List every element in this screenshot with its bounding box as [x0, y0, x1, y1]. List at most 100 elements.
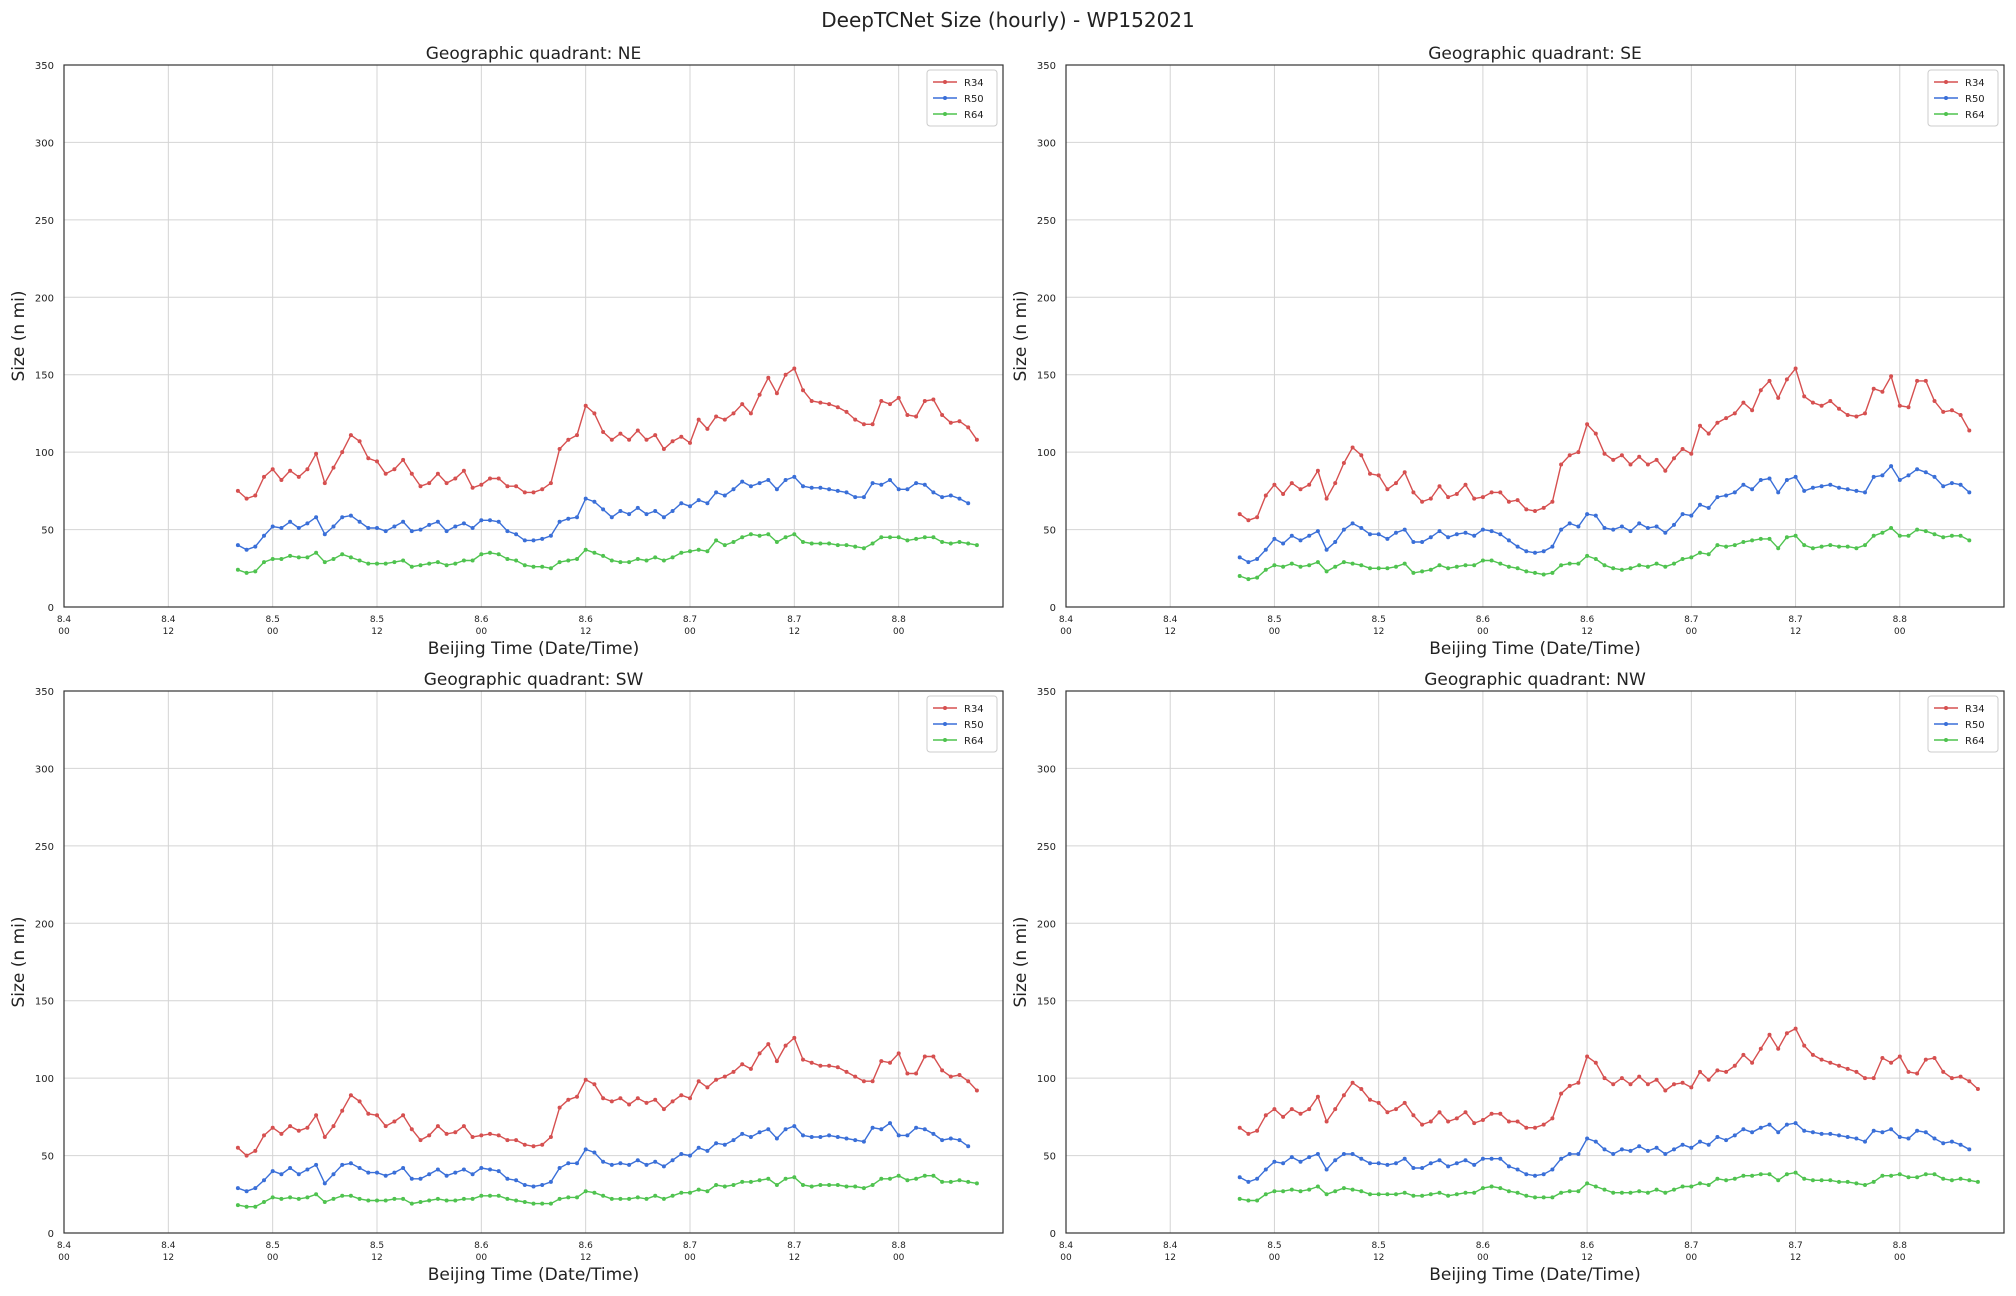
x-tick-label-date: 8.5 — [1372, 615, 1386, 625]
data-point — [905, 538, 910, 543]
data-point — [1932, 532, 1937, 537]
data-point — [748, 484, 753, 489]
data-point — [1350, 445, 1355, 450]
data-point — [383, 529, 388, 534]
data-point — [488, 1167, 492, 1172]
x-tick-label-date: 8.5 — [370, 1241, 384, 1251]
data-point — [575, 1161, 579, 1166]
data-point — [1689, 513, 1694, 518]
data-point — [914, 1071, 919, 1076]
data-point — [496, 519, 501, 524]
data-point — [627, 1102, 632, 1107]
data-point — [844, 1136, 849, 1141]
data-point — [305, 467, 310, 472]
y-tick-label: 250 — [1037, 216, 1056, 227]
data-point — [566, 1161, 571, 1166]
data-point — [1923, 1057, 1928, 1062]
data-point — [635, 505, 640, 510]
data-point — [592, 1190, 597, 1195]
data-point — [1411, 1113, 1416, 1118]
data-point — [1698, 550, 1702, 555]
data-point — [592, 499, 597, 504]
data-point — [879, 1127, 884, 1132]
data-point — [1420, 499, 1425, 504]
series-r50 — [1237, 1121, 1972, 1184]
data-point — [879, 1176, 884, 1181]
data-point — [357, 1099, 362, 1104]
data-point — [653, 1159, 658, 1164]
data-point — [1472, 496, 1477, 501]
data-point — [1463, 1158, 1468, 1163]
data-point — [1758, 1172, 1763, 1177]
data-point — [1246, 1198, 1251, 1203]
data-point — [1289, 1155, 1294, 1160]
data-point — [601, 1159, 606, 1164]
x-tick-label-hour: 00 — [267, 1253, 279, 1263]
data-point — [1368, 1097, 1372, 1102]
plot-frame — [63, 690, 1004, 1234]
data-point — [496, 476, 501, 481]
data-point — [340, 515, 345, 520]
data-point — [1784, 1031, 1789, 1036]
data-point — [705, 549, 710, 554]
data-point — [1672, 456, 1676, 461]
legend-marker — [943, 706, 947, 710]
data-point — [1845, 487, 1850, 492]
data-point — [392, 524, 397, 529]
data-point — [1802, 1176, 1807, 1181]
data-point — [601, 1096, 606, 1101]
data-point — [253, 1204, 258, 1209]
data-point — [1533, 509, 1537, 513]
data-point — [444, 529, 449, 534]
data-point — [1941, 1141, 1946, 1146]
data-point — [1237, 555, 1242, 560]
data-point — [1350, 1080, 1355, 1085]
data-point — [461, 521, 466, 526]
data-point — [514, 1178, 519, 1183]
data-point — [627, 512, 632, 517]
data-point — [340, 1193, 345, 1198]
data-point — [514, 1138, 519, 1143]
y-tick-label: 0 — [48, 603, 54, 614]
series-r50 — [235, 1121, 971, 1194]
data-point — [401, 558, 406, 563]
data-point — [444, 1198, 449, 1203]
data-point — [427, 481, 432, 486]
data-point — [1237, 574, 1242, 578]
data-point — [1289, 533, 1294, 538]
y-tick-label: 200 — [1037, 293, 1056, 304]
data-point — [940, 413, 945, 417]
data-point — [1315, 1184, 1320, 1189]
data-point — [1889, 1060, 1894, 1065]
data-point — [592, 1082, 597, 1087]
data-point — [1932, 474, 1937, 479]
data-point — [1854, 1136, 1859, 1141]
data-point — [1758, 1046, 1763, 1051]
data-point — [1724, 493, 1729, 498]
data-point — [1611, 527, 1616, 532]
data-point — [766, 375, 771, 380]
data-point — [1967, 1079, 1972, 1084]
data-point — [1315, 560, 1320, 565]
data-point — [1854, 1181, 1859, 1186]
data-point — [1706, 552, 1711, 557]
data-point — [827, 487, 832, 492]
data-point — [1784, 535, 1789, 540]
data-point — [1428, 1119, 1433, 1124]
data-point — [1663, 530, 1668, 535]
data-point — [688, 1153, 692, 1158]
data-point — [966, 1144, 971, 1149]
data-point — [1506, 1119, 1511, 1124]
data-point — [731, 540, 736, 544]
data-point — [1333, 1158, 1338, 1163]
data-point — [1541, 549, 1546, 554]
data-point — [1550, 1167, 1555, 1172]
data-point — [1698, 1139, 1702, 1144]
data-point — [366, 526, 371, 530]
data-point — [1263, 1167, 1268, 1172]
data-point — [575, 515, 579, 520]
data-point — [1680, 447, 1685, 451]
data-point — [1941, 1176, 1946, 1181]
data-point — [522, 563, 527, 568]
data-point — [235, 1145, 240, 1150]
